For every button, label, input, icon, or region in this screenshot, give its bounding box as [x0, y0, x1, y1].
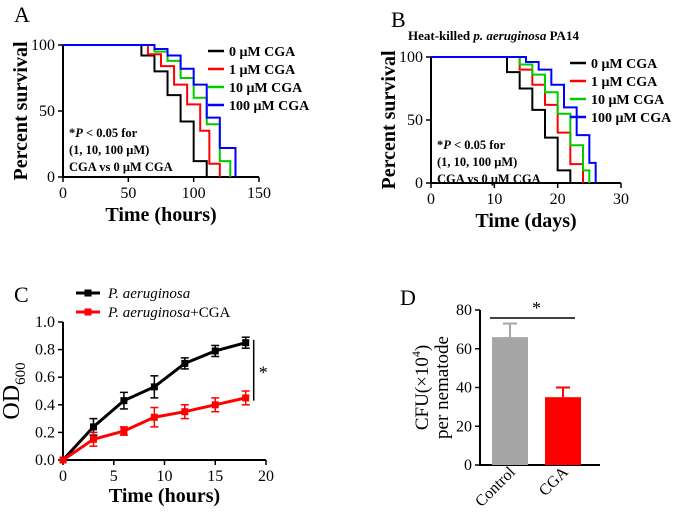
- c-data-point: [150, 413, 158, 421]
- c-panel: 0 5 10 15 20 0.0 0.2 0.4 0.6 0.8 1.0 Time (hours) OD…: [0, 286, 274, 507]
- a-series-line-2: [63, 44, 232, 177]
- d-panel: 0 20 40 60 80 Control CGA * CFU(×104) per nematod…: [409, 298, 600, 510]
- b-y-tick-label: 50: [407, 112, 423, 129]
- c-legend-marker-1: [84, 308, 92, 316]
- c-data-point: [150, 383, 158, 391]
- c-y-tick-label: 0.0: [35, 452, 55, 469]
- d-significance-star: *: [532, 298, 541, 318]
- a-panel: 0 50 100 150 0 50 100 Time (hours) Percent survi…: [10, 37, 310, 226]
- c-legend-label-1: P. aeruginosa+CGA: [107, 305, 231, 321]
- c-y-tick-label: 0.4: [35, 397, 55, 414]
- d-y-tick-label: 20: [456, 418, 472, 435]
- d-y-label-line1: CFU(×104): [409, 345, 433, 430]
- a-x-tick-label: 150: [247, 185, 271, 202]
- a-legend-label-0: 0 μM CGA: [229, 45, 296, 60]
- panel-letter-b: B: [391, 7, 406, 32]
- d-category-label-cga: CGA: [536, 463, 572, 499]
- a-y-tick-label: 50: [39, 103, 55, 120]
- c-data-point: [89, 423, 97, 431]
- d-category-label-control: Control: [472, 463, 519, 510]
- a-annotation-line-2: CGA vs 0 μM CGA: [69, 160, 173, 174]
- a-legend-label-2: 10 μM CGA: [229, 81, 303, 96]
- a-series-line-0: [63, 44, 208, 177]
- c-x-tick-label: 5: [110, 468, 118, 485]
- b-x-tick-label: 20: [550, 191, 566, 208]
- c-x-label: Time (hours): [109, 485, 220, 507]
- b-legend-label-3: 100 μM CGA: [591, 111, 672, 126]
- a-y-label: Percent survival: [10, 41, 32, 180]
- b-x-label: Time (days): [475, 210, 576, 232]
- b-legend-label-1: 1 μM CGA: [591, 75, 658, 90]
- panel-letter-d: D: [400, 285, 416, 310]
- b-series-line-0: [431, 56, 572, 183]
- d-y-tick-label: 80: [456, 302, 472, 319]
- panel-letter-c: C: [14, 282, 29, 307]
- a-legend-label-3: 100 μM CGA: [229, 99, 310, 114]
- b-y-label: Percent survival: [378, 50, 400, 189]
- a-x-label: Time (hours): [105, 204, 216, 226]
- d-y-tick-label: 60: [456, 341, 472, 358]
- b-title: Heat-killed p. aeruginosa PA14: [408, 28, 579, 43]
- c-x-tick-label: 0: [59, 468, 67, 485]
- c-y-tick-label: 0.2: [35, 424, 55, 441]
- c-significance-star: *: [259, 362, 268, 382]
- c-legend-marker-0: [84, 289, 92, 297]
- a-annotation-line-1: (1, 10, 100 μM): [69, 143, 149, 157]
- c-y-tick-label: 0.8: [35, 342, 55, 359]
- c-y-tick-label: 1.0: [35, 314, 55, 331]
- b-series-line-2: [431, 56, 591, 183]
- d-bar-cga: [545, 397, 581, 465]
- a-y-tick-label: 0: [47, 169, 55, 186]
- c-data-point: [242, 339, 250, 347]
- d-bar-control: [492, 337, 528, 465]
- c-x-tick-label: 10: [157, 468, 173, 485]
- a-series-line-3: [63, 44, 237, 177]
- b-series-line-3: [431, 56, 597, 183]
- c-legend-label-0: P. aeruginosa: [107, 286, 190, 302]
- b-y-tick-label: 100: [399, 49, 423, 66]
- b-panel: 0 10 20 30 0 50 100 Heat-killed p. aeruginosa P…: [378, 28, 672, 232]
- d-y-tick-label: 40: [456, 380, 472, 397]
- c-data-point: [181, 408, 189, 416]
- c-data-point: [211, 401, 219, 409]
- a-y-tick-label: 100: [31, 37, 55, 54]
- b-x-tick-label: 10: [486, 191, 502, 208]
- d-y-tick-label: 0: [464, 457, 472, 474]
- c-x-tick-label: 15: [207, 468, 223, 485]
- c-data-point: [120, 397, 128, 405]
- a-series-line-1: [63, 44, 221, 177]
- c-y-tick-label: 0.6: [35, 369, 55, 386]
- c-data-point: [89, 435, 97, 443]
- a-x-tick-label: 100: [182, 185, 206, 202]
- c-y-label: OD600: [0, 362, 29, 419]
- c-data-point: [211, 347, 219, 355]
- c-data-point: [120, 427, 128, 435]
- b-x-tick-label: 0: [427, 191, 435, 208]
- panel-letter-a: A: [14, 2, 30, 27]
- b-annotation-line-2: CGA vs 0 μM CGA: [437, 172, 541, 186]
- a-legend-label-1: 1 μM CGA: [229, 63, 296, 78]
- b-legend-label-2: 10 μM CGA: [591, 93, 665, 108]
- b-y-tick-label: 0: [415, 175, 423, 192]
- b-legend-label-0: 0 μM CGA: [591, 57, 658, 72]
- d-y-label-line2: per nematode: [432, 336, 453, 439]
- c-data-point: [59, 456, 67, 464]
- a-x-tick-label: 0: [59, 185, 67, 202]
- a-x-tick-label: 50: [120, 185, 136, 202]
- c-data-point: [181, 359, 189, 367]
- a-annotation-line-0: *P < 0.05 for: [69, 126, 138, 140]
- b-annotation-line-1: (1, 10, 100 μM): [437, 155, 517, 169]
- b-annotation-line-0: *P < 0.05 for: [437, 138, 506, 152]
- c-x-tick-label: 20: [258, 468, 274, 485]
- c-data-point: [242, 394, 250, 402]
- b-x-tick-label: 30: [613, 191, 629, 208]
